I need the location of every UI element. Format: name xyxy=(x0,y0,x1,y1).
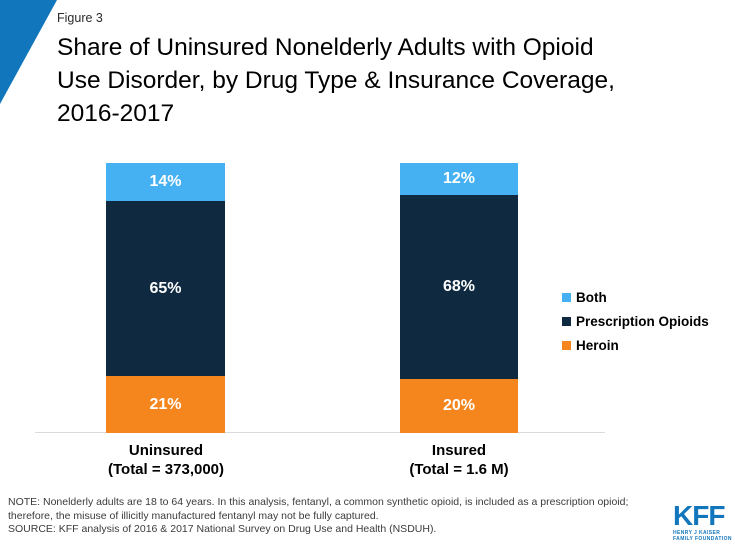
legend-swatch-prescription-opioids-icon xyxy=(562,317,571,326)
kff-logo-text: KFF xyxy=(673,500,725,531)
kff-corner-flag-icon xyxy=(0,0,57,104)
legend-label: Both xyxy=(576,290,607,305)
bar-segment-value-label: 65% xyxy=(149,279,182,297)
chart-title: Share of Uninsured Nonelderly Adults wit… xyxy=(57,31,697,130)
kff-logo-tagline-line1: HENRY J KAISER xyxy=(673,530,721,536)
kff-logo-tagline-line2: FAMILY FOUNDATION xyxy=(673,536,732,542)
chart-title-line1: Share of Uninsured Nonelderly Adults wit… xyxy=(57,34,594,61)
bar-segment-value-label: 68% xyxy=(442,278,476,296)
legend-item-both: Both xyxy=(562,290,709,305)
source-text: SOURCE: KFF analysis of 2016 & 2017 Nati… xyxy=(8,523,437,535)
chart-title-line3: 2016-2017 xyxy=(57,100,175,127)
bar-segment-both: 12% xyxy=(400,163,518,196)
legend-swatch-heroin-icon xyxy=(562,341,571,350)
category-total: (Total = 1.6 M) xyxy=(409,461,509,478)
bar-segment-value-label: 14% xyxy=(149,172,182,190)
category-name: Uninsured xyxy=(128,442,204,459)
bar-segment-value-label: 12% xyxy=(442,170,476,188)
legend-item-heroin: Heroin xyxy=(562,338,709,353)
legend-item-prescription-opioids: Prescription Opioids xyxy=(562,314,709,329)
category-label-insured: Insured (Total = 1.6 M) xyxy=(368,441,550,479)
bar-segment-heroin: 21% xyxy=(106,376,225,433)
bar-segment-prescription-opioids: 68% xyxy=(400,195,518,379)
note-text: NOTE: Nonelderly adults are 18 to 64 yea… xyxy=(8,496,629,522)
category-total: (Total = 373,000) xyxy=(107,461,225,478)
chart-title-line2: Use Disorder, by Drug Type & Insurance C… xyxy=(57,67,615,94)
category-label-uninsured: Uninsured (Total = 373,000) xyxy=(75,441,257,479)
category-name: Insured xyxy=(431,442,487,459)
legend-label: Heroin xyxy=(576,338,619,353)
bar-segment-heroin: 20% xyxy=(400,378,518,433)
x-axis-baseline xyxy=(35,432,605,433)
legend: Both Prescription Opioids Heroin xyxy=(562,290,709,362)
bar-segment-value-label: 21% xyxy=(149,395,182,413)
stacked-bar-insured: 12% 68% 20% xyxy=(400,163,518,433)
legend-label: Prescription Opioids xyxy=(576,314,709,329)
kff-logo-tagline: HENRY J KAISER FAMILY FOUNDATION xyxy=(673,530,732,542)
footnotes: NOTE: Nonelderly adults are 18 to 64 yea… xyxy=(8,496,666,537)
bar-segment-both: 14% xyxy=(106,163,225,201)
bar-segment-value-label: 20% xyxy=(442,396,476,414)
figure-number-label: Figure 3 xyxy=(57,11,103,25)
bar-segment-prescription-opioids: 65% xyxy=(106,200,225,377)
legend-swatch-both-icon xyxy=(562,293,571,302)
stacked-bar-uninsured: 14% 65% 21% xyxy=(106,163,225,433)
kff-logo: KFF HENRY J KAISER FAMILY FOUNDATION xyxy=(673,500,732,543)
